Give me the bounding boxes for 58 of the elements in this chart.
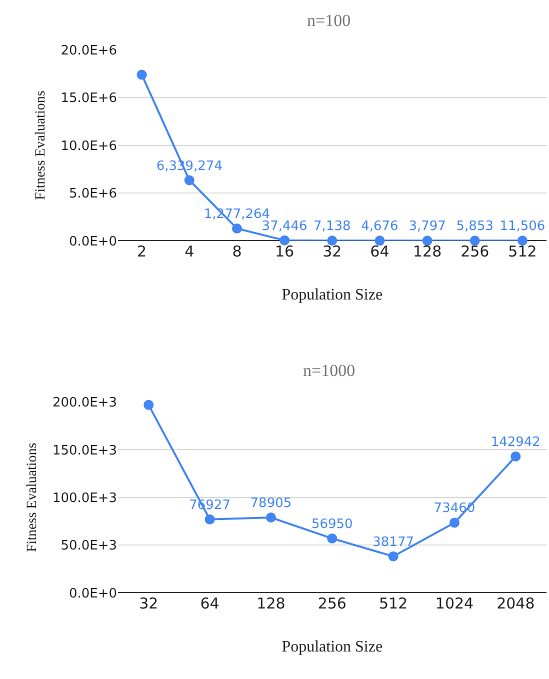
- x-tick-label: 16: [275, 242, 294, 261]
- x-tick-label: 1024: [435, 594, 474, 613]
- y-tick-label: 200.0E+3: [52, 396, 118, 411]
- y-axis-title: Fitness Evaluations: [25, 442, 40, 552]
- y-tick-label: 15.0E+6: [60, 91, 118, 106]
- data-label: 4,676: [361, 219, 398, 234]
- y-tick-label: 0.0E+0: [68, 586, 118, 602]
- y-tick-label: 50.0E+3: [60, 538, 118, 554]
- point: [374, 236, 385, 246]
- point: [470, 236, 480, 246]
- data-label: 78905: [250, 496, 292, 512]
- point: [232, 224, 242, 234]
- data-label: 142942: [490, 434, 540, 450]
- x-tick-label: 4: [184, 242, 194, 261]
- data-label: 11,506: [500, 219, 546, 234]
- chart-title: n=100: [307, 11, 351, 30]
- y-tick-label: 100.0E+3: [52, 490, 118, 506]
- point: [450, 518, 460, 528]
- x-tick-label: 32: [139, 594, 158, 613]
- point: [422, 236, 432, 246]
- data-label: 3,797: [408, 219, 446, 234]
- x-tick-label: 256: [460, 242, 490, 261]
- data-label: 38177: [372, 534, 414, 550]
- point: [184, 175, 194, 186]
- point: [136, 70, 147, 80]
- y-tick-label: 0.0E+0: [68, 234, 118, 250]
- point: [517, 236, 528, 246]
- x-tick-label: 2048: [496, 594, 535, 613]
- y-tick-label: 10.0E+6: [60, 138, 118, 154]
- x-tick-label: 2: [137, 242, 147, 261]
- data-label: 7,138: [314, 219, 351, 234]
- x-tick-label: 32: [322, 242, 342, 261]
- x-tick-label: 8: [232, 242, 242, 261]
- point: [327, 236, 338, 246]
- x-axis-title: Population Size: [282, 638, 383, 656]
- point: [144, 400, 154, 410]
- point: [204, 514, 215, 524]
- data-label: 56950: [311, 516, 353, 532]
- x-axis-title: Population Size: [282, 286, 383, 304]
- data-label: 5,853: [456, 219, 494, 234]
- point: [510, 451, 521, 462]
- x-tick-label: 256: [318, 594, 346, 613]
- y-tick-label: 5.0E+6: [68, 186, 118, 202]
- point: [280, 235, 290, 246]
- x-tick-label: 128: [256, 594, 286, 613]
- x-tick-label: 512: [508, 242, 537, 261]
- y-axis-title: Fitness Evaluations: [33, 90, 48, 200]
- x-tick-label: 64: [370, 242, 390, 261]
- x-tick-label: 64: [200, 594, 220, 613]
- data-label: 37,446: [262, 218, 308, 234]
- point: [266, 512, 276, 523]
- point: [388, 551, 398, 562]
- x-tick-label: 512: [378, 594, 408, 613]
- y-tick-label: 20.0E+6: [60, 44, 118, 59]
- chart-title: n=1000: [303, 361, 356, 380]
- point: [327, 533, 338, 544]
- y-tick-label: 150.0E+3: [52, 443, 118, 458]
- x-tick-label: 128: [412, 242, 442, 261]
